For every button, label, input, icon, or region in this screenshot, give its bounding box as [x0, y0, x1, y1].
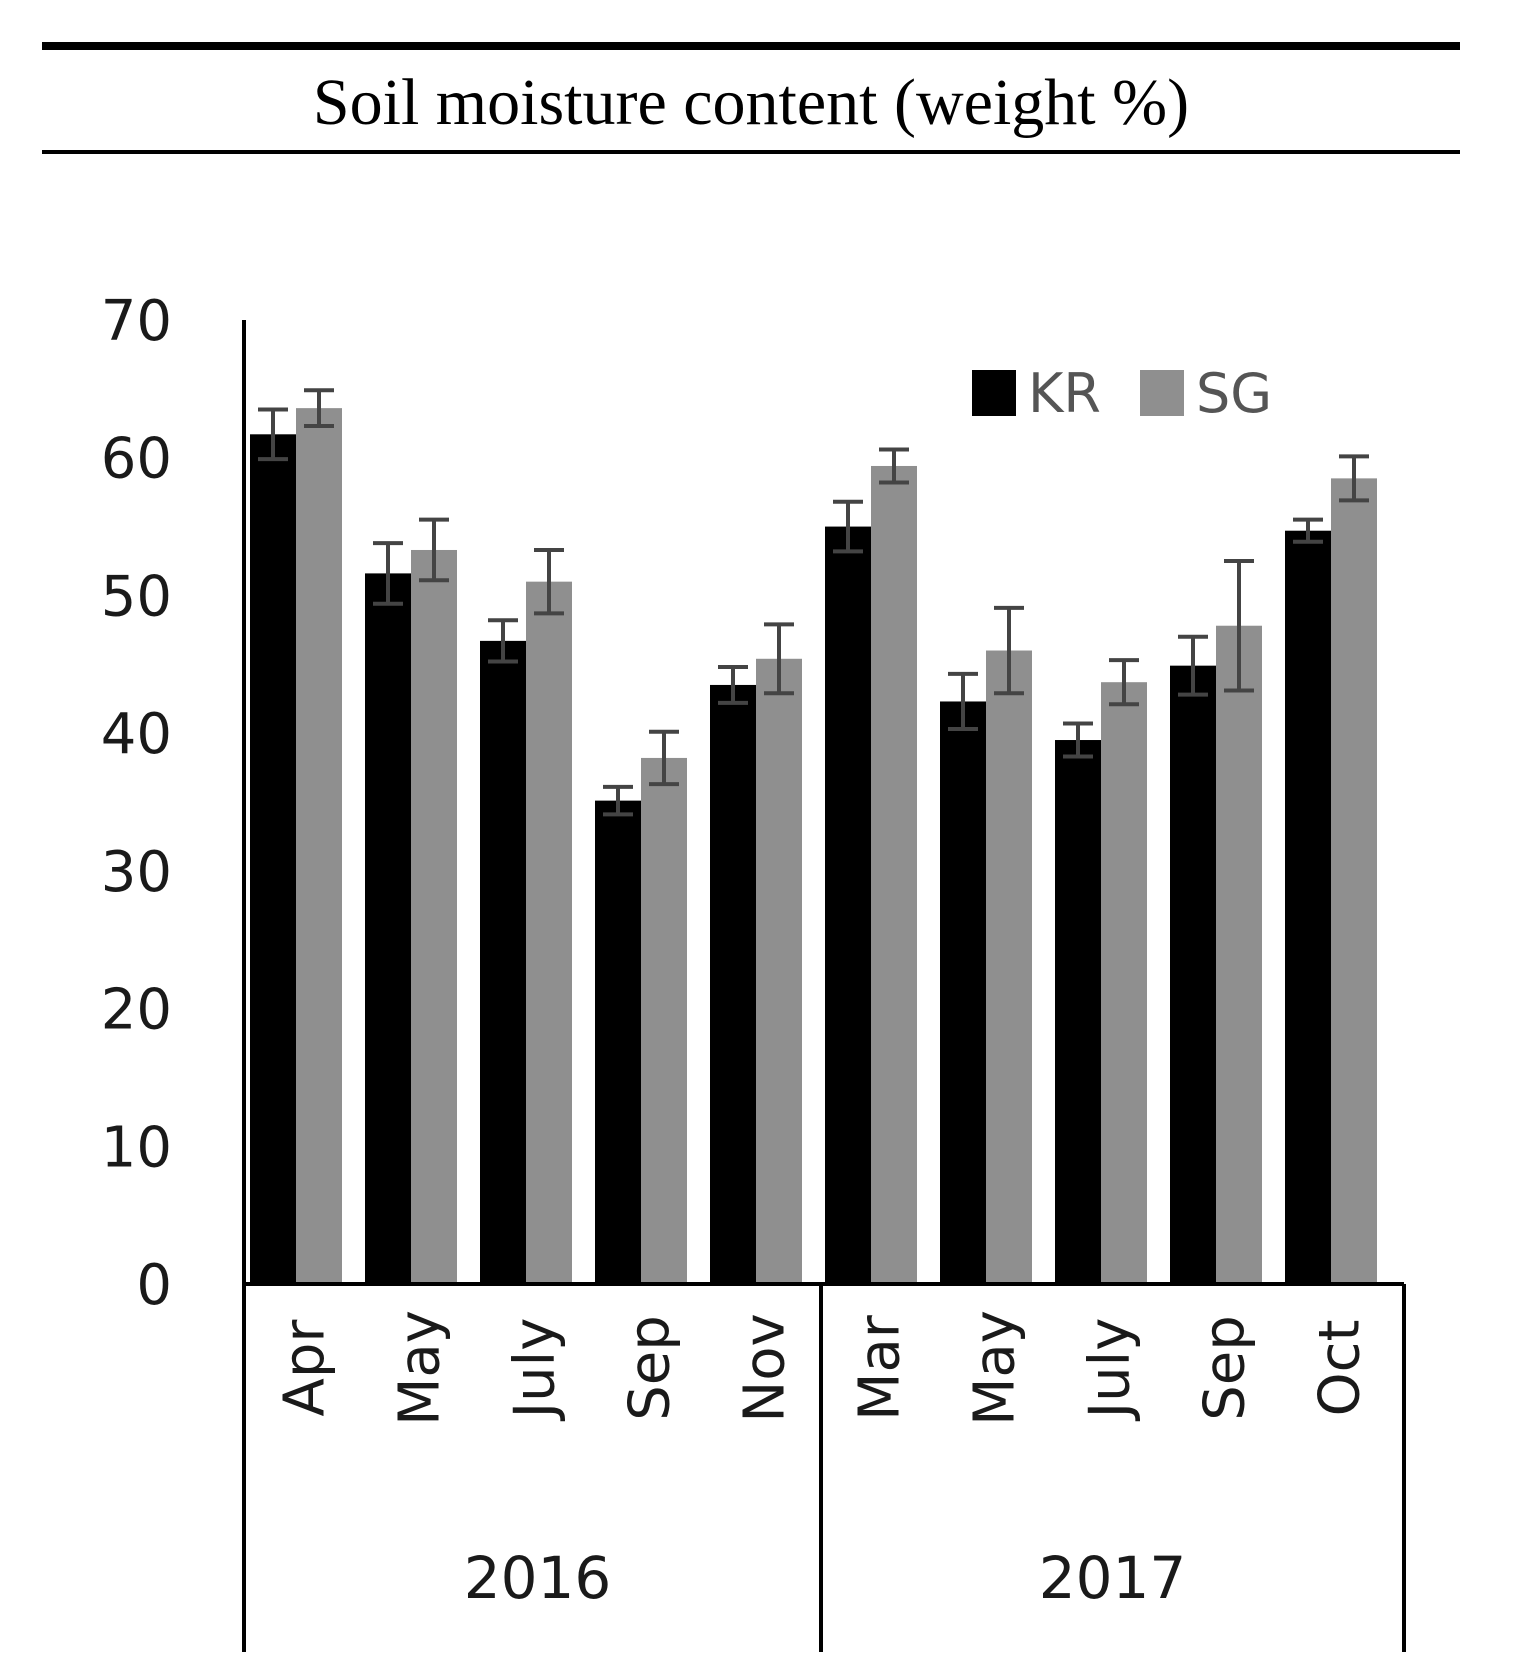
bar-kr [1055, 740, 1101, 1284]
top-rule [42, 42, 1460, 50]
chart-title: Soil moisture content (weight %) [312, 66, 1190, 139]
legend-label-kr: KR [1028, 362, 1101, 425]
title-rule [42, 150, 1460, 154]
y-tick-label: 50 [101, 564, 172, 629]
bar-sg [1216, 625, 1262, 1284]
x-category-label: Sep [618, 1315, 683, 1421]
bar-kr [365, 573, 411, 1284]
bar-sg [296, 408, 342, 1284]
bar-sg [641, 757, 687, 1284]
bar-kr [480, 640, 526, 1284]
bar-kr [940, 701, 986, 1284]
x-group-label: 2016 [464, 1544, 612, 1612]
bar-sg [871, 465, 917, 1284]
x-category-label: May [388, 1310, 453, 1426]
bar-sg [1331, 478, 1377, 1284]
bar-sg [1101, 682, 1147, 1284]
legend-swatch-sg [1140, 370, 1184, 416]
y-tick-label: 60 [101, 427, 172, 492]
x-category-label: July [1078, 1318, 1143, 1422]
bar-sg [986, 650, 1032, 1284]
x-category-label: July [503, 1318, 568, 1422]
legend-swatch-kr [972, 370, 1016, 416]
x-group-label: 2017 [1039, 1544, 1187, 1612]
bar-sg [756, 658, 802, 1284]
x-category-label: Apr [273, 1319, 338, 1417]
legend-label-sg: SG [1196, 362, 1272, 425]
bar-sg [411, 549, 457, 1284]
bar-kr [1170, 665, 1216, 1284]
y-tick-label: 0 [136, 1253, 172, 1318]
x-category-label: Mar [848, 1314, 913, 1421]
y-tick-label: 40 [101, 702, 172, 767]
y-tick-label: 70 [101, 289, 172, 354]
y-tick-label: 30 [101, 840, 172, 905]
x-category-label: May [963, 1310, 1028, 1426]
x-category-label: Nov [733, 1313, 798, 1422]
bar-kr [595, 800, 641, 1284]
y-tick-label: 10 [101, 1115, 172, 1180]
bar-sg [526, 581, 572, 1284]
bar-kr [1285, 530, 1331, 1284]
x-category-label: Oct [1308, 1320, 1373, 1417]
bar-kr [825, 526, 871, 1284]
x-category-label: Sep [1193, 1315, 1258, 1421]
y-tick-label: 20 [101, 978, 172, 1043]
bar-kr [250, 434, 296, 1284]
bar-kr [710, 684, 756, 1284]
